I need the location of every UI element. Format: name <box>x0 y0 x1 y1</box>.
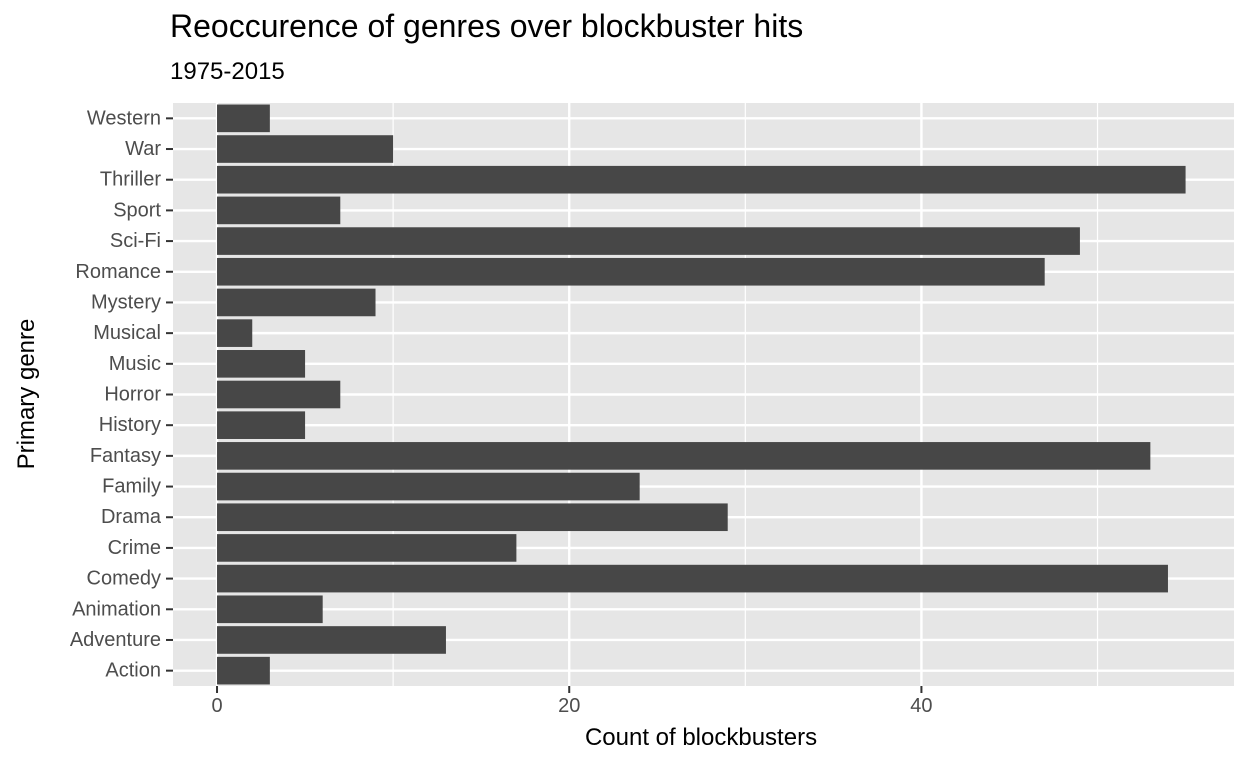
bar-comedy <box>217 564 1168 593</box>
chart-subtitle: 1975-2015 <box>170 58 285 85</box>
bar-action <box>217 656 270 685</box>
bar-sport <box>217 196 341 225</box>
y-tick-label: Western <box>87 107 161 129</box>
chart-title: Reoccurence of genres over blockbuster h… <box>170 8 804 44</box>
x-axis-title: Count of blockbusters <box>584 724 818 751</box>
x-tick-label: 20 <box>558 695 580 717</box>
y-tick-label: Fantasy <box>90 445 161 467</box>
y-tick-label: Sci-Fi <box>110 230 161 252</box>
y-tick-label: Comedy <box>87 568 161 590</box>
y-tick-label: Mystery <box>91 291 161 313</box>
y-tick-label: Crime <box>108 537 161 559</box>
y-tick-label: Animation <box>72 598 161 620</box>
y-tick-label: Adventure <box>70 629 161 651</box>
y-tick-label: Sport <box>113 199 161 221</box>
x-tick-label: 40 <box>910 695 932 717</box>
y-tick-label: Drama <box>101 506 162 528</box>
bar-history <box>217 411 306 439</box>
y-tick-label: Horror <box>104 384 161 406</box>
bar-mystery <box>217 288 376 317</box>
bar-crime <box>217 534 517 562</box>
bars <box>217 104 1186 685</box>
bar-musical <box>217 319 253 347</box>
bar-war <box>217 135 394 163</box>
bar-western <box>217 104 270 133</box>
bar-drama <box>217 503 728 532</box>
y-tick-label: Romance <box>75 261 161 283</box>
bar-horror <box>217 380 341 409</box>
y-tick-label: Music <box>109 353 161 375</box>
y-axis: Action Adventure Animation Comedy Crime Drama… <box>70 107 173 682</box>
y-axis-title: Primary genre <box>13 318 40 470</box>
bar-family <box>217 472 640 501</box>
y-tick-label: Action <box>105 660 161 682</box>
bar-romance <box>217 257 1045 286</box>
y-tick-label: History <box>99 414 161 436</box>
x-tick-label: 0 <box>211 695 222 717</box>
bar-fantasy <box>217 442 1151 470</box>
bar-thriller <box>217 165 1186 194</box>
bar-adventure <box>217 626 446 654</box>
y-tick-label: Family <box>102 476 161 498</box>
x-axis: 0 20 40 <box>211 686 933 717</box>
y-tick-label: Thriller <box>100 169 161 191</box>
bar-animation <box>217 595 323 624</box>
bar-music <box>217 350 306 378</box>
y-tick-label: War <box>125 138 161 160</box>
y-tick-label: Musical <box>93 322 161 344</box>
bar-sci-fi <box>217 227 1080 255</box>
